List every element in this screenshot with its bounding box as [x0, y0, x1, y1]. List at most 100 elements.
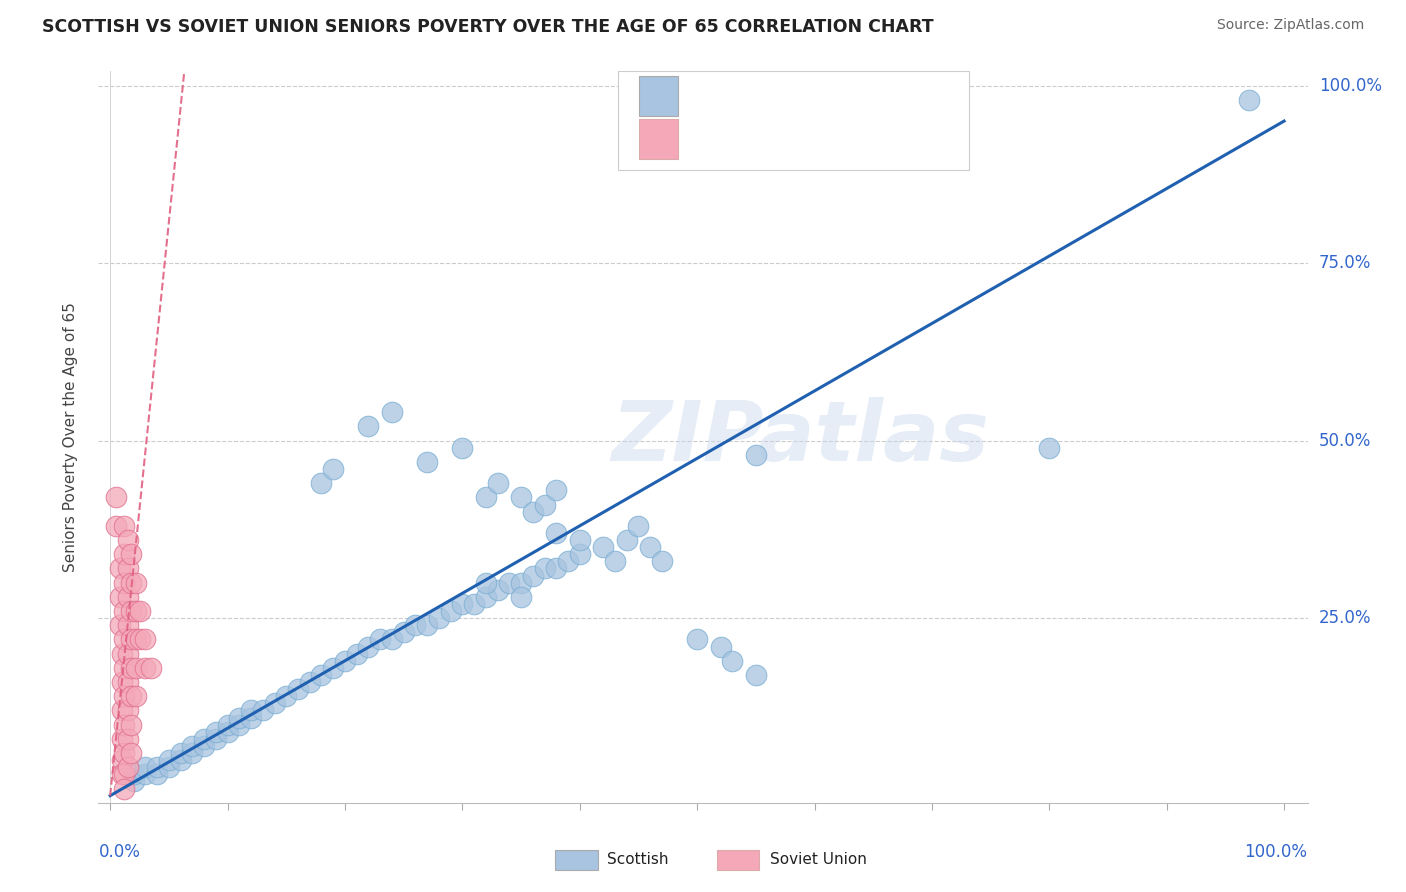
Point [357, 640, 380, 654]
Point [745, 668, 768, 682]
Text: R = 0.450   N = 49: R = 0.450 N = 49 [692, 130, 849, 148]
Point [475, 491, 498, 505]
Text: 50.0%: 50.0% [1319, 432, 1371, 450]
Point [745, 448, 768, 462]
Point [111, 731, 134, 746]
Point [533, 498, 555, 512]
Point [112, 575, 135, 590]
Point [204, 724, 226, 739]
Point [108, 561, 131, 575]
Point [111, 647, 134, 661]
Point [181, 746, 204, 760]
Point [125, 690, 148, 704]
Point [120, 575, 142, 590]
Point [120, 604, 142, 618]
Point [463, 597, 485, 611]
Point [111, 767, 134, 781]
Y-axis label: Seniors Poverty Over the Age of 65: Seniors Poverty Over the Age of 65 [63, 302, 77, 572]
Point [311, 668, 333, 682]
Bar [638, 76, 678, 116]
Point [169, 753, 191, 767]
Point [157, 760, 180, 774]
Point [322, 462, 344, 476]
Point [263, 697, 285, 711]
Point [616, 533, 638, 547]
Point [416, 455, 439, 469]
Point [381, 405, 404, 419]
Point [111, 753, 134, 767]
Point [510, 491, 533, 505]
Text: 100.0%: 100.0% [1244, 843, 1308, 861]
Point [439, 604, 461, 618]
Point [111, 704, 134, 718]
Point [134, 767, 156, 781]
Point [710, 640, 733, 654]
Point [112, 717, 135, 731]
Point [181, 739, 204, 753]
Point [533, 561, 555, 575]
Point [120, 690, 142, 704]
Point [217, 724, 239, 739]
Point [117, 675, 139, 690]
Point [322, 661, 344, 675]
Point [112, 767, 135, 781]
Point [510, 590, 533, 604]
Text: Scottish: Scottish [607, 853, 669, 867]
Point [486, 476, 509, 491]
Point [122, 774, 145, 789]
Point [117, 533, 139, 547]
Point [112, 604, 135, 618]
Point [638, 540, 661, 554]
Point [117, 647, 139, 661]
Point [603, 554, 626, 568]
Point [117, 618, 139, 632]
Point [120, 547, 142, 561]
Point [557, 554, 579, 568]
Point [112, 661, 135, 675]
Point [112, 781, 135, 796]
Point [117, 561, 139, 575]
Point [108, 590, 131, 604]
Point [381, 632, 404, 647]
Point [111, 675, 134, 690]
Point [627, 519, 650, 533]
Point [112, 547, 135, 561]
Point [346, 647, 368, 661]
Point [128, 604, 150, 618]
Text: 0.0%: 0.0% [98, 843, 141, 861]
Point [392, 625, 415, 640]
Point [157, 753, 180, 767]
Text: Source: ZipAtlas.com: Source: ZipAtlas.com [1216, 18, 1364, 32]
Point [122, 767, 145, 781]
Point [721, 654, 744, 668]
Point [125, 632, 148, 647]
Point [125, 661, 148, 675]
Point [134, 632, 156, 647]
Point [451, 441, 474, 455]
Point [475, 575, 498, 590]
Point [134, 760, 156, 774]
Point [510, 575, 533, 590]
Point [105, 519, 128, 533]
Point [146, 760, 169, 774]
Point [686, 632, 709, 647]
FancyBboxPatch shape [619, 71, 969, 170]
Point [1237, 93, 1260, 107]
Point [120, 746, 142, 760]
Point [276, 690, 298, 704]
Text: 75.0%: 75.0% [1319, 254, 1371, 272]
Point [287, 682, 309, 697]
Text: SCOTTISH VS SOVIET UNION SENIORS POVERTY OVER THE AGE OF 65 CORRELATION CHART: SCOTTISH VS SOVIET UNION SENIORS POVERTY… [42, 18, 934, 36]
Point [169, 746, 191, 760]
Point [486, 582, 509, 597]
Point [546, 483, 568, 498]
Point [240, 710, 263, 724]
Point [193, 739, 215, 753]
Point [193, 731, 215, 746]
Point [333, 654, 356, 668]
Point [112, 746, 135, 760]
Point [568, 547, 591, 561]
Point [146, 767, 169, 781]
Text: 100.0%: 100.0% [1319, 77, 1382, 95]
Text: 25.0%: 25.0% [1319, 609, 1371, 627]
